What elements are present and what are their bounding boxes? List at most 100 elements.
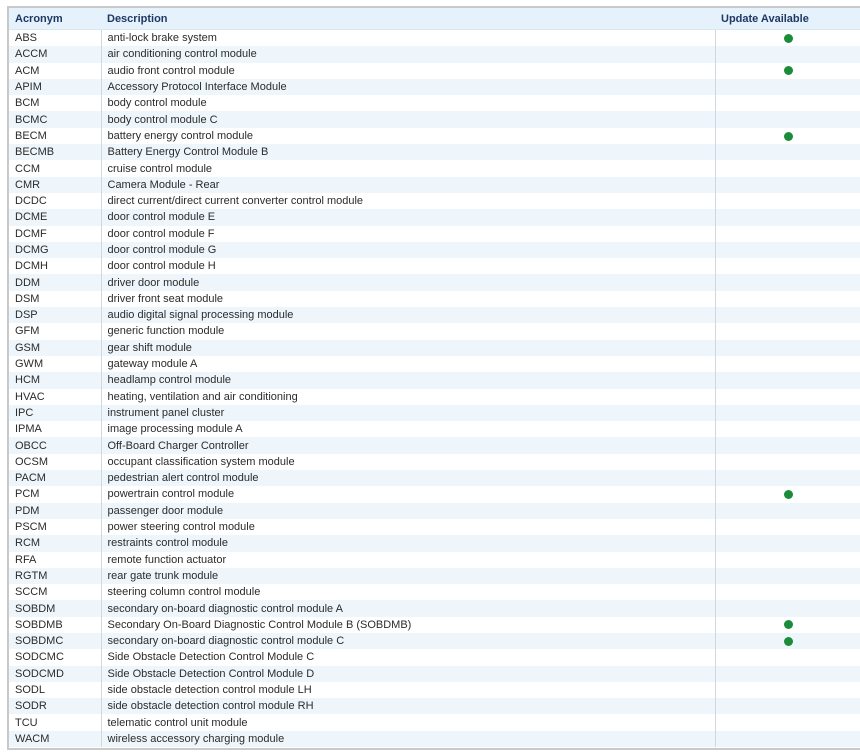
table-row[interactable]: PDM passenger door module: [9, 502, 860, 519]
table-row[interactable]: GFM generic function module: [9, 323, 860, 340]
update-available-cell: [714, 258, 860, 275]
table-row[interactable]: GSM gear shift module: [9, 339, 860, 356]
table-row[interactable]: CMR Camera Module - Rear: [9, 176, 860, 193]
description-cell: remote function actuator: [100, 551, 715, 568]
description-cell: direct current/direct current converter …: [100, 192, 715, 210]
table-row[interactable]: IPMA image processing module A: [9, 421, 860, 438]
table-row[interactable]: GWM gateway module A: [9, 355, 860, 373]
update-available-cell: [714, 453, 860, 471]
acronym-cell: DSP: [9, 307, 101, 324]
acronym-cell: DCME: [9, 209, 101, 226]
table-row[interactable]: HVAC heating, ventilation and air conditi…: [9, 388, 860, 405]
acronym-cell: CCM: [9, 160, 101, 177]
table-row[interactable]: DCDC direct current/direct current conver…: [9, 192, 860, 210]
table-row[interactable]: DSP audio digital signal processing modul…: [9, 307, 860, 324]
update-available-cell: [714, 111, 860, 128]
acronym-cell: GWM: [9, 355, 101, 373]
update-available-cell: [714, 567, 860, 585]
table-row[interactable]: ACCM air conditioning control module: [9, 46, 860, 63]
update-available-dot-icon: [784, 620, 794, 630]
update-available-cell: [714, 437, 860, 454]
table-row[interactable]: ABS anti-lock brake system: [9, 29, 860, 47]
table-row[interactable]: HCM headlamp control module: [9, 372, 860, 389]
description-cell: image processing module A: [100, 421, 715, 438]
description-cell: door control module G: [100, 241, 715, 259]
column-header-update-available[interactable]: Update Available: [715, 8, 860, 30]
acronym-cell: DSM: [9, 290, 101, 308]
table-row[interactable]: PSCM power steering control module: [9, 518, 860, 536]
description-cell: secondary on-board diagnostic control mo…: [100, 632, 715, 650]
update-available-cell: [714, 355, 860, 373]
table-row[interactable]: SOBDM secondary on-board diagnostic contr…: [9, 600, 860, 617]
update-available-cell: [714, 307, 860, 324]
table-row[interactable]: DCMG door control module G: [9, 241, 860, 259]
description-cell: gateway module A: [100, 355, 715, 373]
table-row[interactable]: IPC instrument panel cluster: [9, 404, 860, 422]
table-row[interactable]: DSM driver front seat module: [9, 290, 860, 308]
description-cell: rear gate trunk module: [100, 567, 715, 585]
description-cell: passenger door module: [100, 502, 715, 519]
table-row[interactable]: BECM battery energy control module: [9, 127, 860, 145]
description-cell: audio digital signal processing module: [100, 307, 715, 324]
table-row[interactable]: TCU telematic control unit module: [9, 714, 860, 731]
acronym-cell: WACM: [9, 730, 101, 748]
table-row[interactable]: BCMC body control module C: [9, 111, 860, 128]
description-cell: power steering control module: [100, 518, 715, 536]
table-row[interactable]: BECMB Battery Energy Control Module B: [9, 144, 860, 161]
table-row[interactable]: CCM cruise control module: [9, 160, 860, 177]
acronym-cell: SODR: [9, 698, 101, 715]
table-row[interactable]: RFA remote function actuator: [9, 551, 860, 568]
update-available-cell: [714, 470, 860, 487]
update-available-dot-icon: [784, 33, 794, 43]
description-cell: generic function module: [100, 323, 715, 340]
table-row[interactable]: PCM powertrain control module: [9, 486, 860, 503]
description-cell: gear shift module: [100, 339, 715, 356]
table-row[interactable]: SCCM steering column control module: [9, 584, 860, 601]
description-cell: headlamp control module: [100, 372, 715, 389]
table-row[interactable]: SODL side obstacle detection control modu…: [9, 681, 860, 699]
description-cell: occupant classification system module: [100, 453, 715, 471]
update-available-cell: [714, 681, 860, 699]
update-available-cell: [714, 160, 860, 177]
table-row[interactable]: SODCMD Side Obstacle Detection Control Mo…: [9, 665, 860, 682]
acronym-cell: APIM: [9, 78, 101, 96]
table-row[interactable]: ACM audio front control module: [9, 62, 860, 79]
table-body: ABS anti-lock brake system ACCM air conditi…: [9, 29, 860, 748]
update-available-cell: [714, 404, 860, 422]
acronym-cell: GSM: [9, 339, 101, 356]
update-available-cell: [714, 600, 860, 617]
table-row[interactable]: OCSM occupant classification system modul…: [9, 453, 860, 471]
table-row[interactable]: APIM Accessory Protocol Interface Module: [9, 78, 860, 96]
acronym-cell: SODL: [9, 681, 101, 699]
table-row[interactable]: DCMH door control module H: [9, 258, 860, 275]
table-row[interactable]: SOBDMC secondary on-board diagnostic cont…: [9, 632, 860, 650]
acronym-cell: DCMH: [9, 258, 101, 275]
table-row[interactable]: WACM wireless accessory charging module: [9, 730, 860, 748]
table-row[interactable]: SODR side obstacle detection control modu…: [9, 698, 860, 715]
update-available-cell: [714, 176, 860, 193]
column-header-acronym[interactable]: Acronym: [9, 8, 101, 30]
description-cell: anti-lock brake system: [100, 29, 715, 47]
table-row[interactable]: RGTM rear gate trunk module: [9, 567, 860, 585]
description-cell: Side Obstacle Detection Control Module C: [100, 649, 715, 666]
table-row[interactable]: SOBDMB Secondary On-Board Diagnostic Cont…: [9, 616, 860, 633]
table-row[interactable]: SODCMC Side Obstacle Detection Control Mo…: [9, 649, 860, 666]
description-cell: body control module: [100, 95, 715, 112]
update-available-cell: [714, 78, 860, 96]
table-row[interactable]: DCME door control module E: [9, 209, 860, 226]
description-cell: Secondary On-Board Diagnostic Control Mo…: [100, 616, 715, 633]
column-header-description[interactable]: Description: [101, 8, 715, 30]
table-row[interactable]: RCM restraints control module: [9, 535, 860, 552]
table-row[interactable]: PACM pedestrian alert control module: [9, 470, 860, 487]
acronym-cell: ACCM: [9, 46, 101, 63]
acronym-cell: SODCMC: [9, 649, 101, 666]
acronym-cell: SCCM: [9, 584, 101, 601]
description-cell: air conditioning control module: [100, 46, 715, 63]
table-row[interactable]: DDM driver door module: [9, 274, 860, 291]
table-row[interactable]: BCM body control module: [9, 95, 860, 112]
table-row[interactable]: DCMF door control module F: [9, 225, 860, 242]
description-cell: steering column control module: [100, 584, 715, 601]
table-row[interactable]: OBCC Off-Board Charger Controller: [9, 437, 860, 454]
acronym-cell: SOBDMC: [9, 632, 101, 650]
acronym-cell: PACM: [9, 470, 101, 487]
